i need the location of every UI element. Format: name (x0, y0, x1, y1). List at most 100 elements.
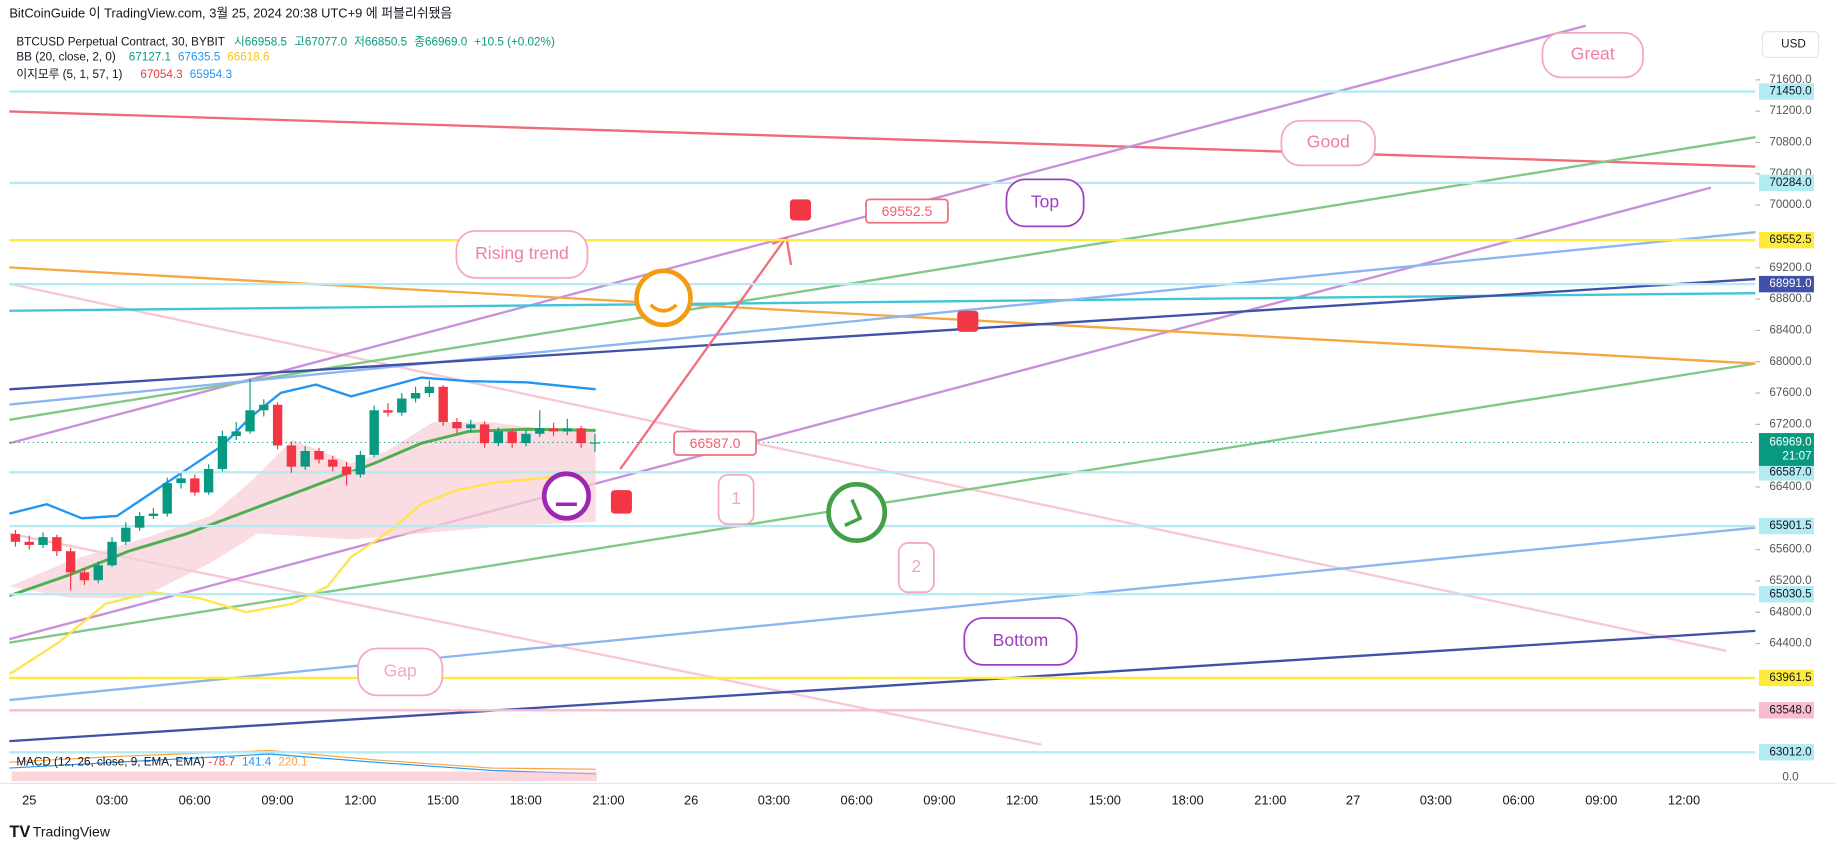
candle-body (576, 428, 586, 444)
x-tick-label: 03:00 (758, 792, 790, 807)
y-tick-label: 68800.0 (1769, 292, 1812, 305)
last-price-label: 66969.0 (1769, 436, 1812, 449)
candle-body (410, 393, 421, 399)
level-label: 68991.0 (1769, 277, 1812, 290)
candle-body (162, 483, 172, 514)
x-tick-label: 06:00 (841, 792, 873, 807)
level-label: 65030.5 (1769, 587, 1812, 600)
legend-value: 67054.3 (140, 68, 182, 81)
level-label: 65901.5 (1769, 519, 1812, 532)
candle-body (107, 541, 117, 566)
candle-body (272, 404, 283, 446)
candle-body (65, 551, 76, 573)
candle-body (259, 404, 269, 411)
x-tick-label: 06:00 (179, 792, 211, 807)
candle-body (397, 398, 407, 413)
x-tick-label: 09:00 (923, 792, 955, 807)
candle-body (535, 428, 545, 434)
level-box (1758, 174, 1814, 192)
currency[interactable]: USD (1781, 38, 1806, 51)
logo: TV (9, 823, 30, 841)
annotation: Gap (384, 661, 417, 681)
legend-bb: BB (20, close, 2, 0) (16, 51, 116, 64)
macd-tick: 0.0 (1782, 771, 1799, 784)
price-axis (1755, 32, 1835, 784)
candle-body (10, 533, 21, 542)
x-tick-label: 03:00 (1420, 792, 1452, 807)
annotation: Rising trend (475, 243, 569, 263)
x-tick-label: 12:00 (1006, 792, 1038, 807)
legend-ohlc: 시66958.5 (234, 35, 288, 48)
published: BitCoinGuide 이 TradingView.com, 3월 25, 2… (9, 5, 452, 20)
x-tick-label: 25 (22, 792, 36, 807)
candle-body (38, 537, 48, 545)
footer: TradingView (33, 823, 111, 839)
y-tick-label: 70000.0 (1769, 198, 1812, 211)
level-label: 71450.0 (1769, 85, 1812, 98)
y-tick-label: 71600.0 (1769, 73, 1812, 86)
level-label: 63012.0 (1769, 745, 1812, 758)
candle-body (383, 410, 393, 413)
candle-body (190, 478, 200, 493)
legend-macd: MACD (12, 26, close, 9, EMA, EMA) (16, 755, 205, 768)
legend-value: 65954.3 (190, 68, 232, 81)
y-tick-label: 71200.0 (1769, 104, 1812, 117)
legend-ohlc: 종66969.0 (414, 35, 468, 48)
y-tick-label: 69200.0 (1769, 261, 1812, 274)
level-box (1758, 669, 1814, 687)
level-label: 63548.0 (1769, 703, 1812, 716)
candle-body (507, 431, 517, 444)
y-tick-label: 67200.0 (1769, 417, 1812, 430)
x-tick-label: 15:00 (1089, 792, 1121, 807)
legend-value: -78.7 (208, 755, 235, 768)
x-tick-label: 18:00 (510, 792, 542, 807)
level-label: 63961.5 (1769, 671, 1812, 684)
last-price-box (1758, 433, 1814, 466)
level-box (1758, 702, 1814, 719)
x-tick-label: 26 (684, 792, 698, 807)
currency-button[interactable] (1761, 31, 1820, 59)
annotation: 2 (911, 556, 921, 576)
candle-body (286, 445, 297, 467)
candle-body (479, 424, 490, 444)
y-tick-label: 66400.0 (1769, 480, 1812, 493)
candle-body (300, 450, 310, 467)
legend-symbol: BTCUSD Perpetual Contract, 30, BYBIT (16, 35, 225, 48)
annotation: Bottom (993, 630, 1049, 650)
y-tick-label: 65200.0 (1769, 574, 1812, 587)
level-box (1758, 744, 1814, 761)
candle-body (341, 466, 352, 475)
level-box (1758, 231, 1814, 249)
level-label: 69552.5 (1769, 233, 1812, 246)
annotation: Great (1571, 44, 1615, 64)
annotation: 1 (731, 488, 741, 508)
level-box (1758, 83, 1814, 100)
levels (9, 90, 1756, 754)
annotation: 66587.0 (690, 435, 741, 451)
candle-body (369, 410, 379, 455)
legend-ohlc: 저66850.5 (354, 35, 408, 48)
annotation: Good (1307, 132, 1350, 152)
x-tick-label: 21:00 (1254, 792, 1286, 807)
candle-body (121, 527, 131, 542)
candle-body (52, 537, 62, 552)
x-tick-label: 18:00 (1172, 792, 1204, 807)
legend-ichimoku: 이지모루 (5, 1, 57, 1) (16, 68, 122, 81)
candle-body (79, 572, 90, 581)
candle-body (203, 468, 214, 493)
legend: 시66958.5 고67077.0 저66850.5 종66969.0 +10.5 (+… (129, 35, 555, 768)
level-label: 66587.0 (1769, 465, 1812, 478)
legend-value: 220.1 (278, 755, 307, 768)
x-tick-label: 27 (1346, 792, 1360, 807)
candle-body (438, 386, 448, 423)
y-tick-label: 64400.0 (1769, 637, 1812, 650)
x-tick-label: 12:00 (344, 792, 376, 807)
annotations: Great Good Top Rising trend Bottom Gap 6… (357, 31, 1644, 697)
candle-body (245, 410, 255, 432)
candle-body (148, 513, 159, 516)
candle-body (231, 431, 241, 437)
candle-body (590, 442, 600, 444)
candle-body (93, 565, 103, 581)
